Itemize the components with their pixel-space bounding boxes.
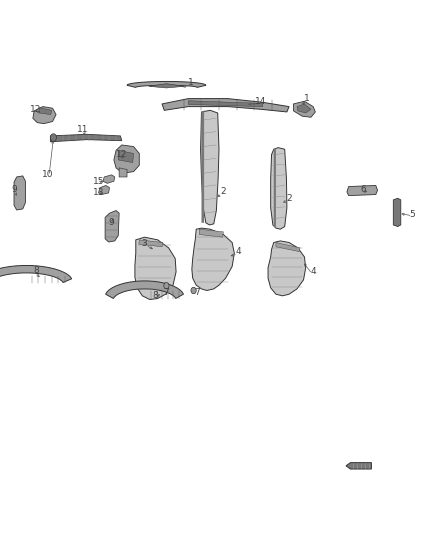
- Polygon shape: [188, 101, 263, 107]
- Polygon shape: [162, 99, 289, 112]
- Text: 7: 7: [194, 288, 200, 296]
- Polygon shape: [346, 463, 371, 469]
- Polygon shape: [297, 104, 311, 113]
- Polygon shape: [119, 168, 127, 177]
- Circle shape: [191, 287, 196, 294]
- Text: 2: 2: [286, 194, 292, 203]
- Text: 2: 2: [221, 188, 226, 196]
- Polygon shape: [139, 240, 163, 247]
- Polygon shape: [106, 281, 184, 298]
- Text: 8: 8: [152, 292, 159, 300]
- Text: 4: 4: [236, 247, 241, 256]
- Text: 14: 14: [255, 97, 266, 106]
- Polygon shape: [192, 228, 234, 290]
- Text: 12: 12: [30, 105, 42, 114]
- Polygon shape: [99, 185, 110, 195]
- Polygon shape: [271, 148, 287, 229]
- Polygon shape: [274, 148, 276, 228]
- Polygon shape: [114, 145, 139, 173]
- Polygon shape: [293, 101, 315, 117]
- Text: 1: 1: [187, 78, 194, 87]
- Text: 9: 9: [11, 185, 18, 193]
- Polygon shape: [135, 237, 176, 300]
- Polygon shape: [268, 241, 306, 296]
- Text: 7: 7: [163, 288, 170, 296]
- Text: 3: 3: [141, 239, 148, 248]
- Polygon shape: [149, 84, 184, 88]
- Text: 10: 10: [42, 170, 54, 179]
- Polygon shape: [50, 134, 122, 142]
- Text: 5: 5: [410, 210, 416, 219]
- Polygon shape: [105, 211, 119, 242]
- Polygon shape: [347, 185, 378, 196]
- Polygon shape: [201, 110, 204, 223]
- Polygon shape: [14, 176, 25, 210]
- Polygon shape: [33, 107, 56, 124]
- Polygon shape: [201, 110, 219, 225]
- Text: 12: 12: [116, 150, 127, 159]
- Text: 11: 11: [77, 125, 88, 134]
- Polygon shape: [39, 108, 52, 115]
- Text: 1: 1: [304, 94, 310, 103]
- Polygon shape: [393, 198, 401, 227]
- Text: 4: 4: [311, 268, 316, 276]
- Polygon shape: [118, 150, 134, 163]
- Text: 15: 15: [93, 177, 104, 185]
- Text: 13: 13: [93, 189, 104, 197]
- Polygon shape: [103, 175, 115, 183]
- Circle shape: [50, 134, 57, 141]
- Text: 6: 6: [360, 185, 367, 193]
- Polygon shape: [127, 82, 206, 87]
- Circle shape: [164, 282, 169, 289]
- Text: 8: 8: [33, 266, 39, 275]
- Polygon shape: [276, 243, 300, 252]
- Polygon shape: [199, 229, 223, 237]
- Text: 9: 9: [109, 218, 115, 227]
- Polygon shape: [0, 265, 72, 282]
